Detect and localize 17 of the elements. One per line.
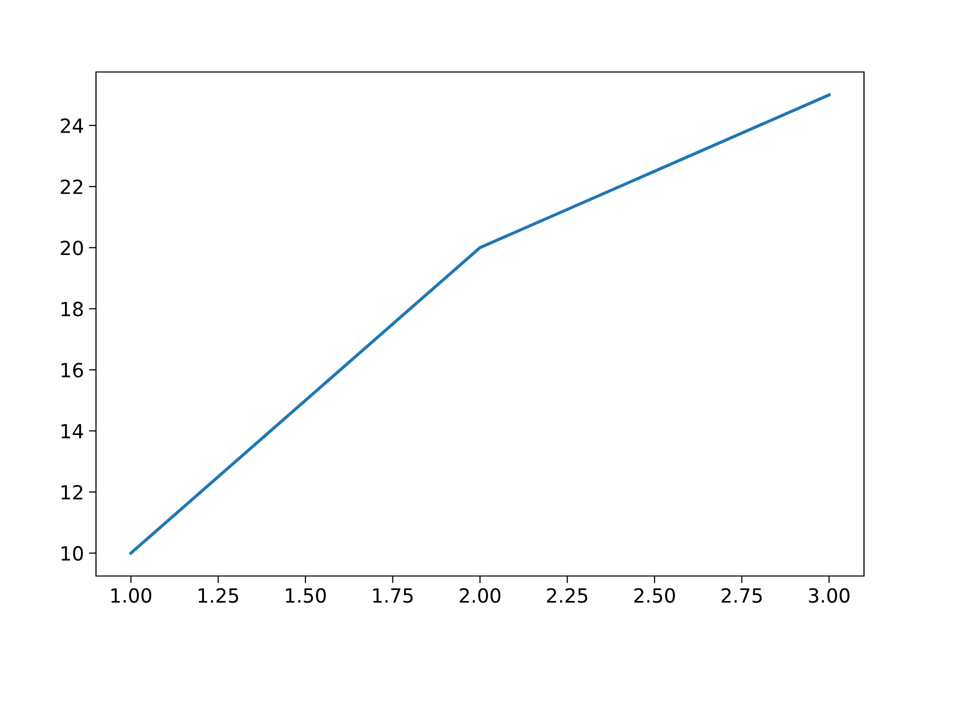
y-tick-label: 14 [62,424,84,438]
y-tick-label: 10 [62,546,83,561]
y-tick-label: 20 [60,240,83,256]
x-tick-label: 2.50 [634,588,675,603]
y-tick-label: 18 [62,302,83,316]
y-tick-label: 12 [62,484,82,500]
x-tick-label: 2.00 [460,588,500,603]
y-tick-label: 22 [60,180,82,194]
y-tick-label: 24 [60,118,84,133]
x-tick-label: 1.50 [286,588,326,603]
x-tick-label: 2.25 [547,588,588,603]
x-tick-label: 1.75 [373,588,413,603]
x-tick-label: 3.00 [808,588,850,603]
x-tick-label: 1.00 [111,588,152,603]
x-tick-label: 1.25 [198,588,238,603]
y-tick-label: 16 [62,362,83,378]
x-tick-label: 2.75 [722,588,762,603]
